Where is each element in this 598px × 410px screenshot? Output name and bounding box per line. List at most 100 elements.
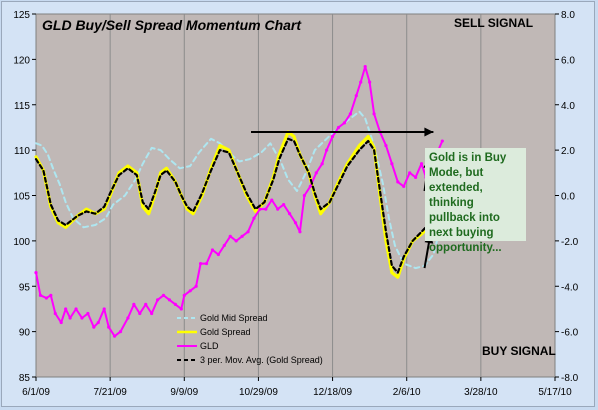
right-y-tick-label: 2.0	[561, 146, 575, 157]
gld-point	[53, 311, 57, 316]
gld-point	[359, 80, 363, 84]
left-y-tick-label: 110	[14, 146, 30, 157]
gld-point	[216, 252, 220, 257]
gld-point	[348, 112, 352, 116]
right-y-tick-label: 4.0	[561, 101, 575, 112]
gld-point	[402, 184, 406, 189]
gld-point	[240, 234, 244, 238]
right-y-tick-label: -4.0	[561, 282, 579, 293]
x-tick-label: 6/1/09	[22, 387, 50, 398]
gld-point	[222, 243, 226, 248]
left-y-tick-label: 95	[19, 282, 31, 293]
gld-point	[188, 289, 192, 293]
gld-point	[396, 180, 400, 184]
gld-point	[372, 112, 376, 116]
legend-label-mid-spread: Gold Mid Spread	[200, 313, 268, 323]
legend: Gold Mid Spread Gold Spread GLD 3 per. M…	[177, 313, 323, 365]
left-y-tick-label: 85	[19, 373, 31, 384]
gld-point	[363, 65, 367, 69]
gld-point	[38, 293, 43, 297]
gld-point	[252, 216, 256, 220]
x-tick-label: 9/9/09	[170, 387, 198, 398]
left-y-tick-label: 115	[14, 101, 30, 112]
gld-point	[204, 261, 209, 266]
gld-point	[298, 230, 302, 234]
gld-point	[144, 302, 148, 306]
gld-point	[258, 207, 262, 211]
gld-point	[276, 207, 280, 211]
right-y-tick-label: 6.0	[561, 55, 575, 66]
gld-point	[408, 171, 412, 175]
x-tick-label: 5/17/10	[538, 387, 572, 398]
gld-point	[342, 121, 347, 125]
gld-point	[92, 325, 96, 329]
gld-point	[96, 320, 100, 325]
legend-label-gld: GLD	[200, 341, 219, 351]
gld-point	[132, 302, 136, 306]
gld-point	[282, 202, 286, 207]
left-y-tick-label: 90	[19, 328, 31, 339]
x-tick-label: 3/28/10	[464, 387, 498, 398]
gld-point	[194, 284, 198, 288]
gld-point	[308, 184, 312, 189]
gld-point	[102, 307, 106, 311]
gld-point	[44, 296, 48, 300]
gld-point	[107, 325, 111, 329]
gld-point	[440, 139, 444, 143]
gld-point	[126, 316, 130, 320]
gld-point	[112, 334, 117, 338]
right-y-tick-label: 0.0	[561, 192, 575, 203]
gld-point	[118, 330, 123, 334]
gridlines	[109, 14, 482, 377]
gld-point	[49, 293, 53, 297]
gld-point	[155, 298, 160, 302]
gld-point	[68, 316, 72, 320]
series-moving-average	[34, 137, 450, 274]
annotation-box: Gold is in Buy Mode, but extended, think…	[425, 148, 526, 254]
gld-point	[173, 302, 177, 306]
legend-label-gold-spread: Gold Spread	[200, 327, 251, 337]
gld-point	[74, 307, 78, 311]
right-y-tick-label: -2.0	[561, 237, 579, 248]
axes-layer: 6/1/09 7/21/09 9/9/09 10/29/09 12/18/09 2/6/1…	[13, 10, 578, 398]
gld-point	[86, 311, 90, 316]
gld-point	[150, 311, 154, 316]
gld-point	[167, 298, 172, 302]
gld-point	[330, 134, 335, 139]
gld-point	[320, 162, 324, 166]
gld-point	[264, 207, 268, 211]
gld-point	[64, 307, 68, 311]
gld-point	[80, 316, 84, 320]
legend-label-moving-average: 3 per. Mov. Avg. (Gold Spread)	[200, 355, 323, 365]
sell-signal-label: SELL SIGNAL	[454, 16, 533, 30]
gld-point	[293, 221, 298, 225]
gld-point	[161, 293, 166, 297]
left-y-tick-label: 100	[13, 237, 30, 248]
gld-point	[182, 293, 186, 297]
gld-point	[314, 171, 318, 175]
x-tick-label: 12/18/09	[313, 387, 352, 398]
gld-point	[368, 80, 372, 84]
gld-point	[198, 261, 203, 266]
gld-point	[414, 175, 418, 179]
series-gold-mid-spread	[35, 110, 441, 270]
gld-point	[210, 248, 215, 252]
x-tick-label: 7/21/09	[93, 387, 127, 398]
left-y-tick-label: 105	[13, 192, 30, 203]
left-y-tick-label: 120	[13, 55, 30, 66]
right-y-tick-label: -6.0	[561, 328, 579, 339]
gld-point	[59, 320, 63, 325]
gld-point	[302, 193, 306, 198]
right-y-tick-label: -8.0	[561, 373, 579, 384]
gld-point	[384, 143, 388, 148]
gld-point	[287, 212, 292, 216]
gld-point	[325, 148, 329, 152]
chart-title: GLD Buy/Sell Spread Momentum Chart	[42, 17, 302, 33]
gld-point	[270, 198, 274, 202]
left-y-tick-label: 125	[13, 10, 30, 21]
gld-point	[246, 230, 250, 234]
buy-signal-label: BUY SIGNAL	[482, 344, 556, 358]
gld-point	[34, 271, 38, 275]
series-gld	[35, 65, 444, 338]
